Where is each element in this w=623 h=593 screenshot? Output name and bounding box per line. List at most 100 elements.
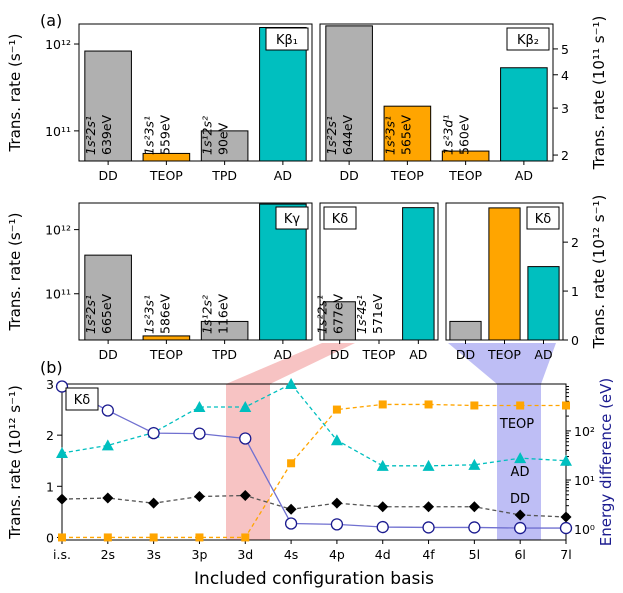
bar-label: 1s²4s¹571eV [354,293,385,334]
bar-label: 1s²2s¹677eV [315,293,346,334]
x-tick-label: AD [274,347,292,362]
x-tick-label: i.s. [53,547,71,562]
y-tick-label: 3 [561,101,569,116]
point-teop [470,401,479,410]
axes-frame [319,202,439,341]
bar-dd [84,254,132,341]
y-tick-label: 10¹¹ [45,287,71,302]
point-energy-difference [559,521,573,535]
x-tick-label: 4d [375,547,391,562]
bar-label: 1s²2s¹644eV [324,114,355,155]
x-tick-label: 4s [284,547,298,562]
point-ad [422,459,435,471]
point-energy-difference [147,426,160,440]
point-ad [239,401,252,413]
y2-axis-label: Energy difference (eV) [597,378,615,547]
point-dd [148,497,160,509]
x-tick-label: 3d [237,547,253,562]
point-energy-difference [55,380,69,393]
bar-panel-kd_lin: DD TEOP AD 0 1 2 Trans. rate (10¹² s⁻¹) Kδ [445,195,608,362]
tag-box [265,27,309,51]
tag-label: Kδ [332,212,349,227]
panel-label-a: (a) [40,11,62,30]
point-dd [193,491,205,503]
x-axis-label: Included configuration basis [194,569,434,589]
bar-ad [402,207,435,341]
y-axis-label: Trans. rate (10¹² s⁻¹) [590,195,608,350]
panel-label-b: (b) [40,358,63,377]
point-energy-difference [330,518,344,531]
bar-ad [527,266,560,341]
highlight-connector-pink [226,343,355,384]
x-tick-label: TPD [211,347,237,362]
point-teop [332,405,341,414]
x-tick-label: TEOP [362,347,396,362]
point-ad [285,378,298,389]
bar-label: 1s¹2s²90eV [200,116,231,155]
point-teop [287,459,296,468]
x-tick-label: 5l [469,547,480,562]
bar-label: 1s²2s¹665eV [83,293,114,334]
series-line-energy-difference [61,385,566,529]
point-ad [330,434,343,446]
axes-frame [78,23,313,162]
point-energy-difference [193,427,206,440]
y2-tick-label: 10⁰ [574,522,595,537]
x-tick-label: DD [98,168,117,183]
point-ad [560,454,572,466]
bar-dd [325,25,373,162]
bar-teop [488,207,521,341]
point-dd [239,490,251,502]
y-tick-label: 10¹² [45,37,71,52]
point-teop [516,401,525,410]
point-ad [193,401,206,413]
bar-label: 1s²3s¹586eV [141,293,172,334]
x-tick-label: AD [515,168,533,183]
y2-tick-label: 10² [574,424,595,439]
tag-label: Kβ₁ [276,33,298,48]
series-line-teop [62,403,566,539]
y-tick-label: 5 [561,42,569,57]
point-teop [149,533,158,542]
bar-label: 1s²3d¹560eV [441,114,472,155]
series-line-ad [61,383,567,467]
y-tick-label: 10¹² [45,223,71,238]
bar-tpd [200,130,249,162]
y-axis-label: Trans. rate (s⁻¹) [6,34,24,153]
y-tick-label: 3 [46,377,54,392]
x-tick-label: DD [456,347,475,362]
point-energy-difference [101,404,114,417]
point-dd [285,503,297,515]
point-energy-difference [284,517,298,530]
point-teop [103,533,112,542]
y-tick-label: 0 [46,530,54,545]
bar-label: 1s²3s¹565eV [382,114,413,155]
point-energy-difference [376,520,389,534]
point-teop [562,401,570,410]
tag-box [323,206,357,230]
point-dd [468,501,480,513]
point-teop [241,533,250,542]
x-tick-label: 2s [101,547,115,562]
y-tick-label: 0 [571,333,579,348]
series-label-teop: TEOP [499,417,534,432]
point-energy-difference [239,432,252,445]
point-dd [423,501,435,513]
x-tick-label: DD [330,347,349,362]
x-tick-label: TEOP [487,347,521,362]
y-tick-label: 2 [561,148,569,163]
point-teop [195,533,204,542]
point-ad [376,459,389,471]
point-energy-difference [514,521,527,535]
bar-panel-kg: DD 1s²2s¹665eV TEOP 1s²3s¹586eV TPD 1s¹2s²116… [6,202,313,362]
tag-box [506,27,550,51]
bar-dd [449,320,482,341]
x-tick-label: TPD [211,168,237,183]
tag-box [65,387,99,411]
tag-label: Kγ [284,212,301,227]
series-label-ad: AD [511,465,530,480]
x-tick-label: 3s [146,547,160,562]
y-tick-label: 1 [46,479,54,494]
y-tick-label: 4 [561,68,569,83]
